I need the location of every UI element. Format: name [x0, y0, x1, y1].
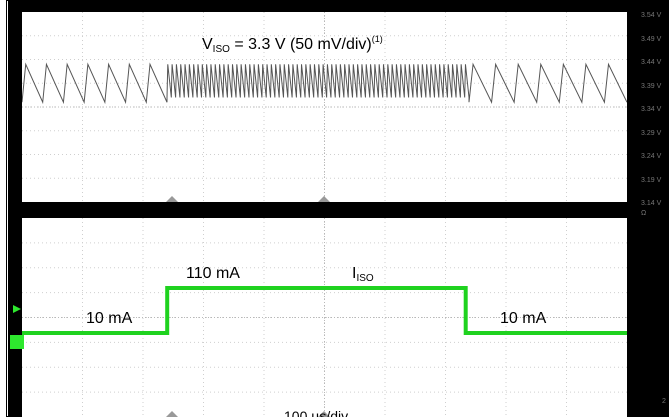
right-scale [627, 0, 669, 417]
viso-base: V [202, 36, 213, 53]
right-tick-label: 3.39 V [641, 82, 662, 90]
voltage-grid [22, 12, 627, 202]
iiso-trace [22, 286, 627, 335]
current-label-high: 110 mA [186, 265, 240, 282]
x-axis-label: 100 µs/div [284, 408, 349, 417]
channel-marker-icon [10, 335, 24, 349]
channel-markers [10, 305, 24, 349]
right-tick-label: 3.24 V [641, 153, 662, 160]
viso-trace [22, 62, 627, 105]
iiso-sub: ISO [356, 273, 374, 284]
voltage-panel: VISO = 3.3 V (50 mV/div)(1) [22, 12, 627, 202]
time-marker-icon [166, 411, 178, 417]
current-label-low-left: 10 mA [86, 310, 133, 327]
iiso-base: I [352, 265, 357, 282]
voltage-plot [22, 12, 627, 202]
current-grid [22, 218, 627, 417]
right-tick-label: 3.19 V [641, 176, 662, 184]
right-tick-label: 3.14 V [641, 200, 662, 207]
iiso-label: IISO [352, 265, 374, 284]
viso-label: VISO = 3.3 V (50 mV/div)(1) [202, 34, 383, 55]
current-label-low-right: 10 mA [500, 310, 547, 327]
viso-sub: ISO [212, 44, 230, 55]
viso-value: = 3.3 V (50 mV/div) [234, 36, 372, 53]
current-plot [22, 218, 627, 417]
right-tick-label: 3.29 V [641, 129, 662, 137]
trigger-position-icon [318, 196, 330, 202]
right-tick-label: 3.54 V [641, 12, 662, 19]
trigger-marker-icon [13, 305, 21, 313]
right-edge-mark-2: 2 [662, 398, 666, 405]
trigger-position-icon [318, 411, 330, 417]
right-tick-label: 3.49 V [641, 35, 662, 43]
time-marker-icon [166, 196, 178, 202]
viso-note: (1) [371, 34, 383, 44]
current-panel: 110 mA IISO 10 mA 10 mA 100 µs/div [22, 218, 627, 417]
right-tick-label: 3.44 V [641, 59, 662, 66]
right-edge-mark-1: Ω [641, 210, 647, 217]
right-tick-label: 3.34 V [641, 106, 662, 113]
